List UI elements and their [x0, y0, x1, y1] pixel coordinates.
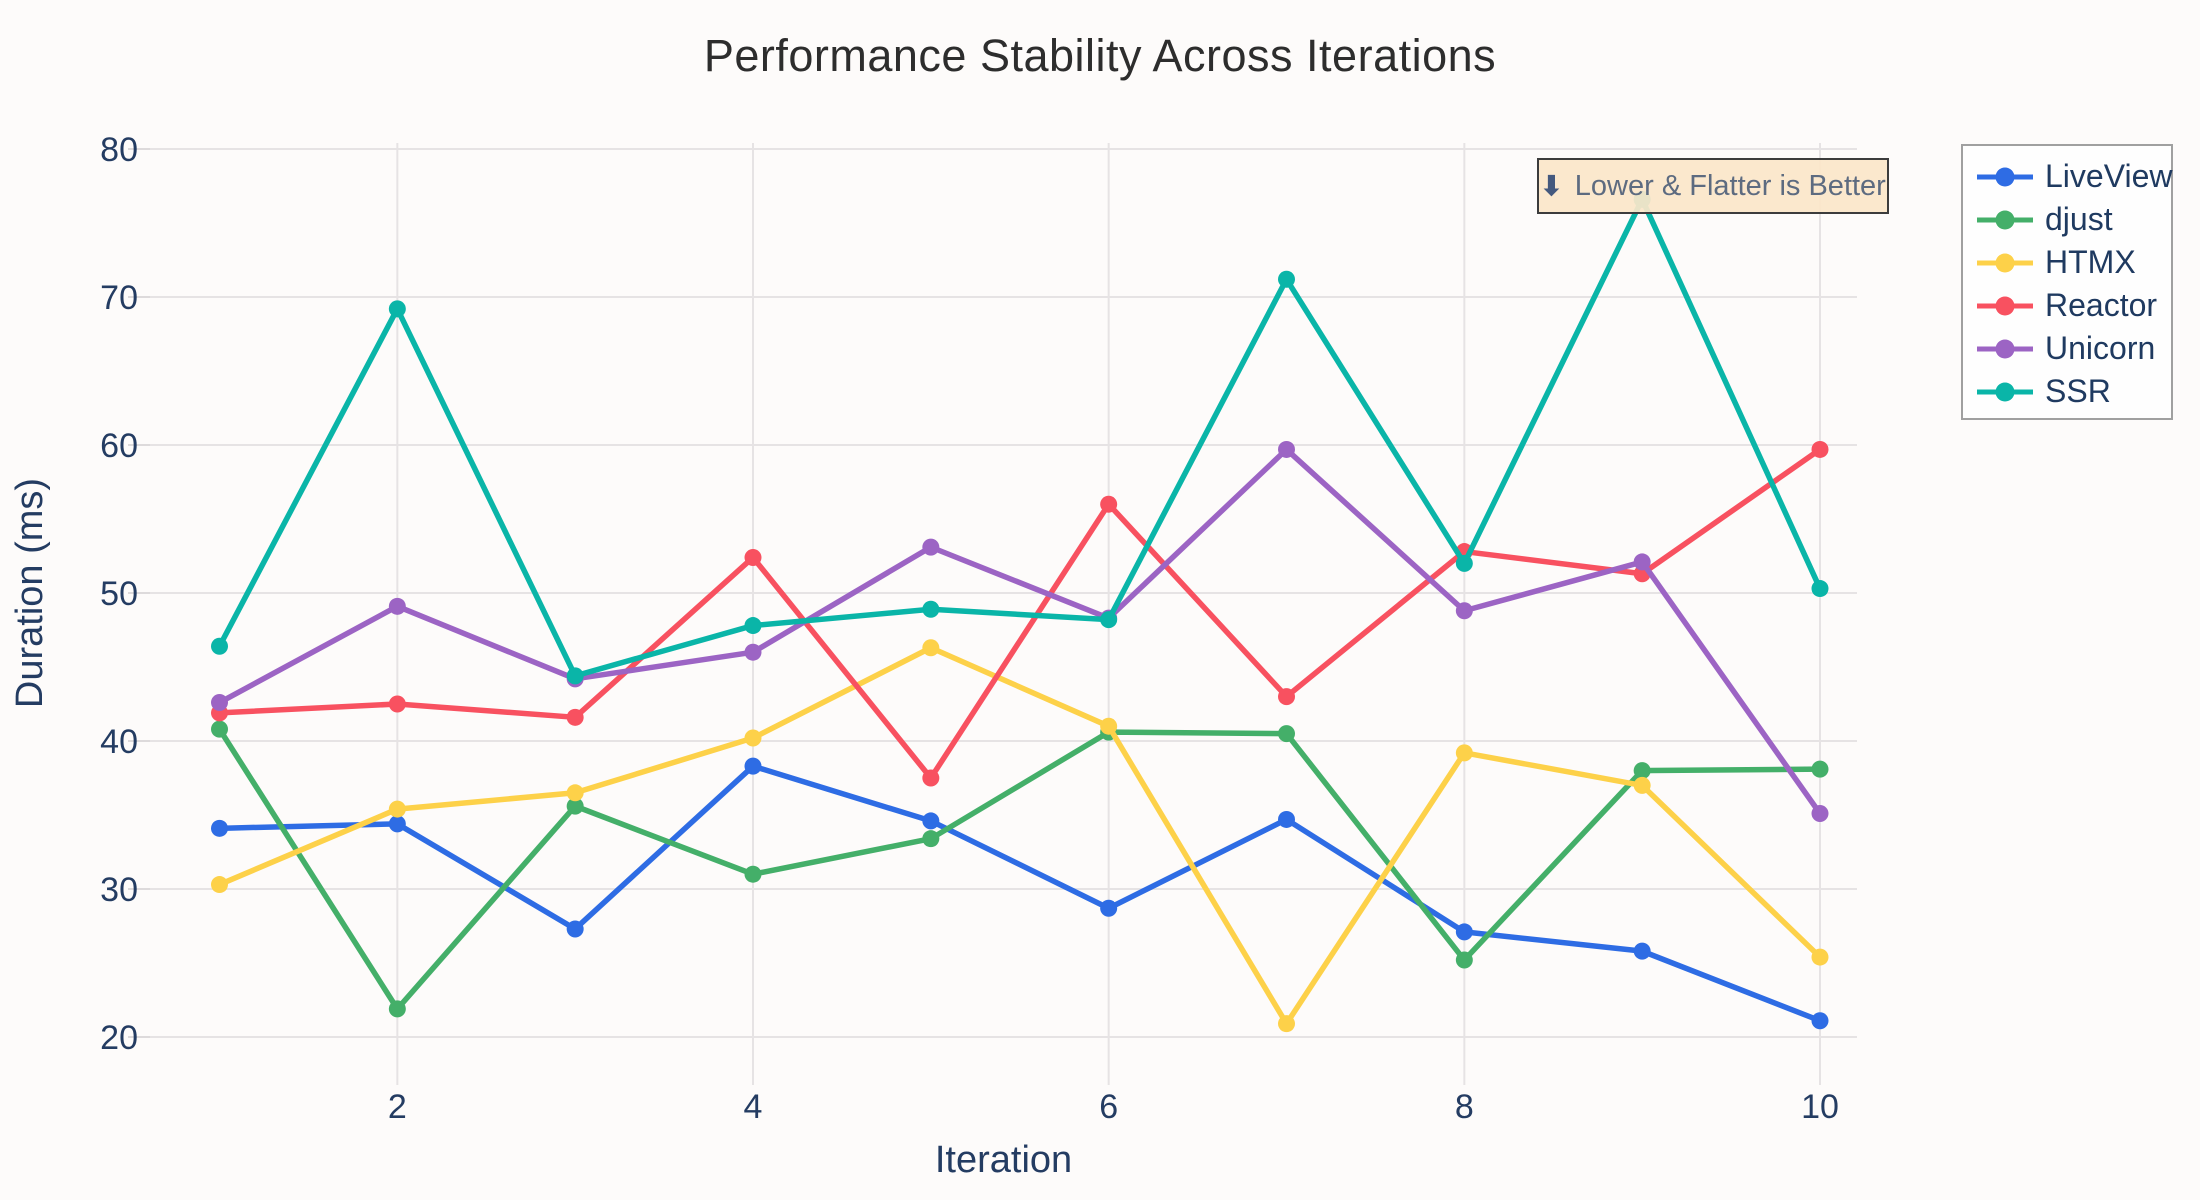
- data-point-Unicorn-2: [388, 597, 406, 615]
- data-point-SSR-3: [566, 667, 584, 685]
- x-tick-label: 2: [388, 1088, 407, 1126]
- legend-item-djust: djust: [1977, 198, 2171, 241]
- legend-label: Reactor: [2045, 287, 2158, 323]
- data-point-Reactor-3: [566, 708, 584, 726]
- series-line-djust: [216, 726, 1823, 1012]
- legend-label: SSR: [2045, 373, 2111, 409]
- data-point-Unicorn-10: [1811, 805, 1829, 823]
- data-point-HTMX-1: [211, 876, 228, 894]
- legend-label: Unicorn: [2045, 330, 2156, 366]
- data-point-LiveView-4: [744, 757, 762, 775]
- data-point-LiveView-2: [388, 815, 406, 833]
- x-tick-label: 8: [1455, 1088, 1474, 1126]
- data-point-Reactor-4: [744, 548, 762, 566]
- data-point-Reactor-7: [1278, 688, 1295, 706]
- data-point-SSR-5: [922, 600, 940, 618]
- data-point-SSR-7: [1278, 270, 1295, 288]
- x-tick-label: 6: [1099, 1088, 1118, 1126]
- data-point-Reactor-6: [1100, 495, 1118, 513]
- data-point-SSR-6: [1100, 611, 1118, 629]
- data-point-djust-7: [1278, 725, 1295, 743]
- annotation-callout: ⬇ Lower & Flatter is Better: [1537, 158, 1889, 214]
- data-point-SSR-1: [211, 637, 228, 655]
- data-point-Unicorn-8: [1455, 602, 1473, 620]
- legend-item-LiveView: LiveView: [1977, 155, 2173, 198]
- legend-marker-icon: [1977, 339, 2033, 358]
- data-point-djust-5: [922, 830, 940, 848]
- data-point-Unicorn-5: [922, 538, 940, 556]
- x-axis-title: Iteration: [935, 1139, 1072, 1181]
- legend: LiveView djust HTMX Reactor Unicorn SSR: [1961, 144, 2173, 420]
- data-point-HTMX-8: [1455, 744, 1473, 762]
- annotation-text: Lower & Flatter is Better: [1574, 169, 1886, 202]
- data-point-SSR-10: [1811, 580, 1829, 598]
- data-point-LiveView-10: [1811, 1012, 1829, 1030]
- y-tick-label: 80: [100, 131, 138, 169]
- data-point-HTMX-10: [1811, 948, 1829, 966]
- data-point-djust-8: [1455, 951, 1473, 969]
- series-line-Unicorn: [216, 446, 1823, 817]
- series-line-Reactor: [216, 446, 1823, 781]
- data-point-djust-4: [744, 865, 762, 883]
- data-point-Unicorn-7: [1278, 440, 1295, 458]
- y-tick-label: 40: [100, 723, 138, 761]
- x-tick-label: 10: [1801, 1088, 1839, 1126]
- data-point-Unicorn-4: [744, 643, 762, 661]
- y-tick-label: 60: [100, 427, 138, 465]
- data-point-SSR-8: [1455, 554, 1473, 572]
- data-point-SSR-2: [388, 300, 406, 318]
- data-point-HTMX-2: [388, 800, 406, 818]
- data-point-djust-1: [211, 720, 228, 738]
- data-point-LiveView-7: [1278, 810, 1295, 828]
- y-tick-label: 30: [100, 871, 138, 909]
- data-point-Unicorn-1: [211, 694, 228, 712]
- chart-title: Performance Stability Across Iterations: [703, 30, 1497, 81]
- down-arrow-icon: ⬇: [1540, 170, 1563, 201]
- legend-marker-icon: [1977, 382, 2033, 401]
- legend-item-Reactor: Reactor: [1977, 284, 2171, 327]
- data-point-LiveView-3: [566, 920, 584, 938]
- data-point-HTMX-4: [744, 729, 762, 747]
- data-point-LiveView-6: [1100, 899, 1118, 917]
- data-point-HTMX-5: [922, 639, 940, 657]
- data-point-LiveView-1: [211, 819, 228, 837]
- legend-item-Unicorn: Unicorn: [1977, 327, 2171, 370]
- legend-marker-icon: [1977, 167, 2033, 186]
- data-point-HTMX-9: [1633, 776, 1651, 794]
- series-line-LiveView: [216, 763, 1823, 1024]
- data-point-Unicorn-9: [1633, 553, 1651, 571]
- data-point-djust-10: [1811, 760, 1829, 778]
- y-tick-label: 50: [100, 575, 138, 613]
- series-line-SSR: [216, 196, 1823, 679]
- legend-label: djust: [2045, 201, 2113, 237]
- y-tick-label: 20: [100, 1019, 138, 1057]
- y-tick-label: 70: [100, 279, 138, 317]
- legend-marker-icon: [1977, 253, 2033, 272]
- data-point-djust-2: [388, 1000, 406, 1018]
- y-axis-title: Duration (ms): [9, 478, 51, 708]
- legend-label: LiveView: [2045, 158, 2173, 194]
- data-point-LiveView-5: [922, 812, 940, 830]
- legend-item-SSR: SSR: [1977, 370, 2171, 413]
- data-point-Reactor-5: [922, 769, 940, 787]
- data-point-LiveView-8: [1455, 923, 1473, 941]
- data-point-djust-3: [566, 797, 584, 815]
- data-point-Reactor-2: [388, 695, 406, 713]
- data-point-HTMX-6: [1100, 717, 1118, 735]
- x-tick-label: 4: [744, 1088, 763, 1126]
- legend-marker-icon: [1977, 296, 2033, 315]
- legend-label: HTMX: [2045, 244, 2136, 280]
- data-point-SSR-4: [744, 617, 762, 635]
- legend-item-HTMX: HTMX: [1977, 241, 2171, 284]
- data-point-LiveView-9: [1633, 942, 1651, 960]
- data-point-HTMX-7: [1278, 1015, 1295, 1033]
- series-line-HTMX: [216, 645, 1823, 1027]
- legend-marker-icon: [1977, 210, 2033, 229]
- data-point-Reactor-10: [1811, 440, 1829, 458]
- data-point-djust-9: [1633, 762, 1651, 780]
- data-point-HTMX-3: [566, 784, 584, 802]
